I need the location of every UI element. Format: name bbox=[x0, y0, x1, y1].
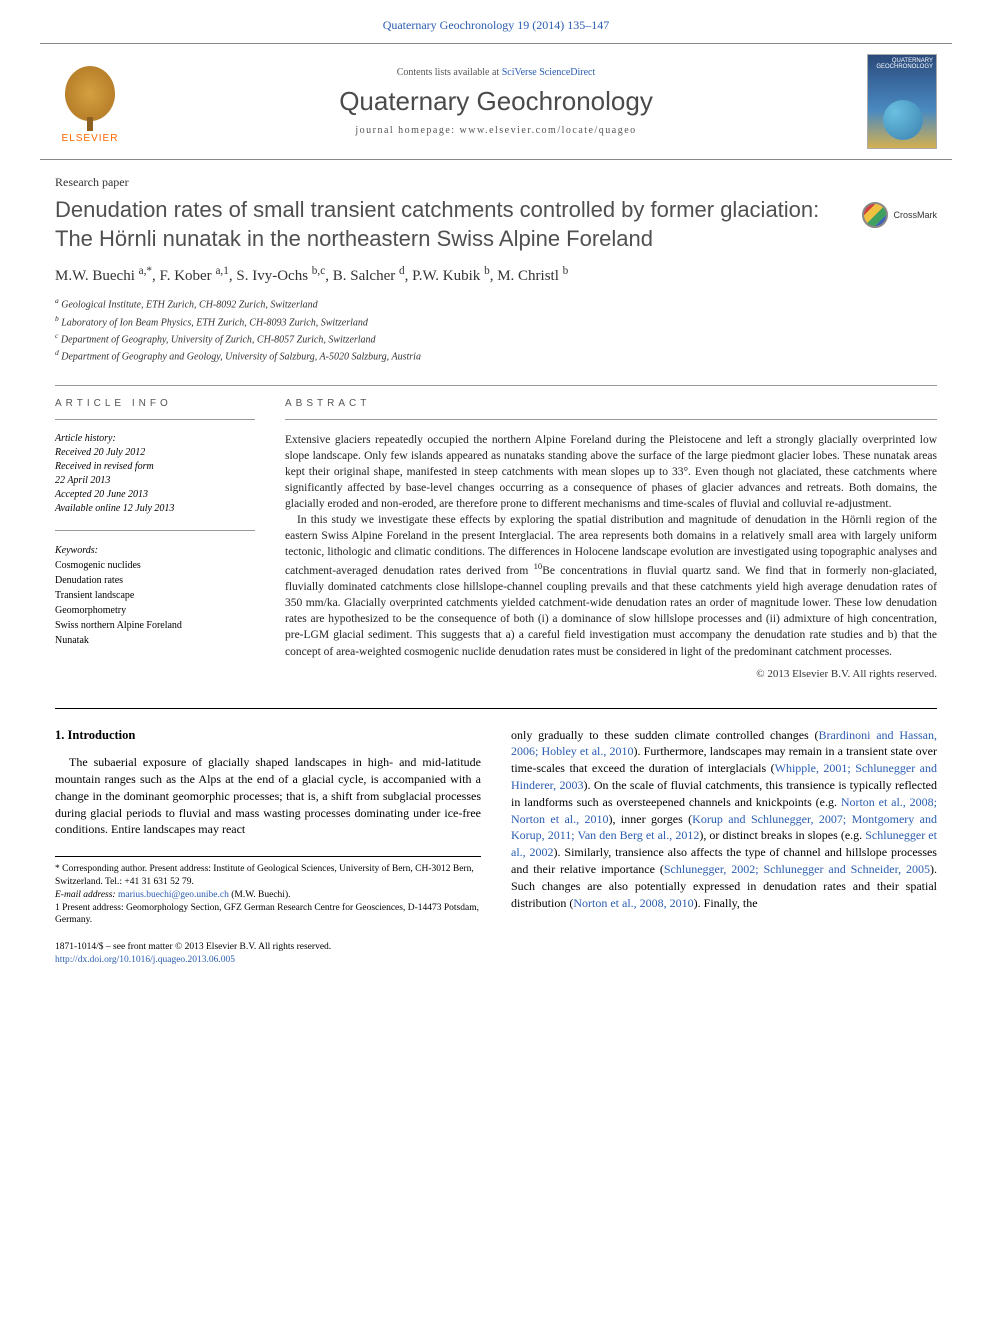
corresponding-author-note: * Corresponding author. Present address:… bbox=[55, 863, 481, 889]
journal-name: Quaternary Geochronology bbox=[125, 86, 867, 117]
history-line: Received 20 July 2012 bbox=[55, 446, 255, 460]
article-info-heading: ARTICLE INFO bbox=[55, 398, 255, 409]
paper-type: Research paper bbox=[55, 175, 937, 190]
keyword: Swiss northern Alpine Foreland bbox=[55, 618, 255, 633]
body-paragraph: only gradually to these sudden climate c… bbox=[511, 727, 937, 912]
doi-link[interactable]: http://dx.doi.org/10.1016/j.quageo.2013.… bbox=[55, 954, 481, 967]
footer-block: 1871-1014/$ – see front matter © 2013 El… bbox=[55, 941, 481, 967]
citation-link[interactable]: Whipple, 2001; Schlunegger and Hinderer,… bbox=[511, 761, 937, 792]
abstract-copyright: © 2013 Elsevier B.V. All rights reserved… bbox=[285, 668, 937, 680]
citation-link[interactable]: Brardinoni and Hassan, 2006; Hobley et a… bbox=[511, 728, 937, 759]
page-header: Quaternary Geochronology 19 (2014) 135–1… bbox=[0, 0, 992, 43]
title-row: Denudation rates of small transient catc… bbox=[55, 196, 937, 265]
abstract-column: ABSTRACT Extensive glaciers repeatedly o… bbox=[285, 398, 937, 680]
header-citation: Quaternary Geochronology 19 (2014) 135–1… bbox=[383, 18, 610, 32]
article-history: Article history: Received 20 July 2012Re… bbox=[55, 432, 255, 516]
publisher-label: ELSEVIER bbox=[62, 133, 119, 144]
homepage-line: journal homepage: www.elsevier.com/locat… bbox=[125, 125, 867, 136]
article-info-column: ARTICLE INFO Article history: Received 2… bbox=[55, 398, 255, 680]
divider bbox=[55, 419, 255, 420]
email-link[interactable]: marius.buechi@geo.unibe.ch bbox=[118, 890, 229, 900]
banner-center: Contents lists available at SciVerse Sci… bbox=[125, 67, 867, 136]
homepage-url[interactable]: www.elsevier.com/locate/quageo bbox=[460, 125, 637, 136]
publisher-logo[interactable]: ELSEVIER bbox=[55, 59, 125, 144]
section-heading-intro: 1. Introduction bbox=[55, 727, 481, 745]
history-line: Accepted 20 June 2013 bbox=[55, 488, 255, 502]
keywords-block: Keywords: Cosmogenic nuclidesDenudation … bbox=[55, 543, 255, 648]
article-title: Denudation rates of small transient catc… bbox=[55, 196, 842, 253]
body-column-left: 1. Introduction The subaerial exposure o… bbox=[55, 727, 481, 967]
keyword: Cosmogenic nuclides bbox=[55, 558, 255, 573]
divider bbox=[55, 530, 255, 531]
keyword: Geomorphometry bbox=[55, 603, 255, 618]
body-column-right: only gradually to these sudden climate c… bbox=[511, 727, 937, 967]
journal-banner: ELSEVIER Contents lists available at Sci… bbox=[40, 43, 952, 160]
issn-line: 1871-1014/$ – see front matter © 2013 El… bbox=[55, 941, 481, 954]
email-line: E-mail address: marius.buechi@geo.unibe.… bbox=[55, 889, 481, 902]
thick-divider bbox=[55, 708, 937, 709]
abstract-heading: ABSTRACT bbox=[285, 398, 937, 409]
affiliations: a Geological Institute, ETH Zurich, CH-8… bbox=[55, 295, 937, 364]
abstract-text: Extensive glaciers repeatedly occupied t… bbox=[285, 432, 937, 660]
journal-cover-thumbnail[interactable]: QUATERNARY GEOCHRONOLOGY bbox=[867, 54, 937, 149]
footnotes: * Corresponding author. Present address:… bbox=[55, 856, 481, 927]
elsevier-tree-icon bbox=[65, 66, 115, 121]
divider bbox=[285, 419, 937, 420]
keyword: Transient landscape bbox=[55, 588, 255, 603]
article-body: Research paper Denudation rates of small… bbox=[0, 175, 992, 967]
history-line: Received in revised form bbox=[55, 460, 255, 474]
info-abstract-row: ARTICLE INFO Article history: Received 2… bbox=[55, 398, 937, 680]
author-present-address: 1 Present address: Geomorphology Section… bbox=[55, 902, 481, 928]
citation-link[interactable]: Schlunegger, 2002; Schlunegger and Schne… bbox=[664, 862, 930, 876]
keyword: Denudation rates bbox=[55, 573, 255, 588]
authors-line: M.W. Buechi a,*, F. Kober a,1, S. Ivy-Oc… bbox=[55, 265, 937, 285]
history-line: 22 April 2013 bbox=[55, 474, 255, 488]
citation-link[interactable]: Norton et al., 2008, 2010 bbox=[573, 896, 693, 910]
crossmark-badge[interactable]: CrossMark bbox=[862, 202, 937, 228]
history-line: Available online 12 July 2013 bbox=[55, 502, 255, 516]
body-columns: 1. Introduction The subaerial exposure o… bbox=[55, 727, 937, 967]
sciencedirect-link[interactable]: SciVerse ScienceDirect bbox=[502, 67, 596, 78]
keyword: Nunatak bbox=[55, 633, 255, 648]
crossmark-icon bbox=[862, 202, 888, 228]
body-paragraph: The subaerial exposure of glacially shap… bbox=[55, 754, 481, 838]
divider bbox=[55, 385, 937, 386]
contents-line: Contents lists available at SciVerse Sci… bbox=[125, 67, 867, 78]
